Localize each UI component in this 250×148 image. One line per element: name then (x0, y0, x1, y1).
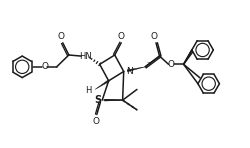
Polygon shape (104, 99, 122, 101)
Text: S: S (94, 95, 101, 105)
Text: O: O (117, 32, 124, 41)
Text: H: H (85, 86, 91, 95)
Text: O: O (57, 32, 64, 41)
Polygon shape (95, 80, 109, 89)
Text: HN: HN (79, 52, 91, 61)
Text: O: O (167, 60, 174, 69)
Text: O: O (92, 117, 99, 126)
Text: ···: ··· (145, 60, 152, 66)
Text: O: O (150, 32, 157, 41)
Polygon shape (126, 67, 145, 72)
Text: N: N (126, 67, 132, 76)
Text: O: O (41, 62, 48, 71)
